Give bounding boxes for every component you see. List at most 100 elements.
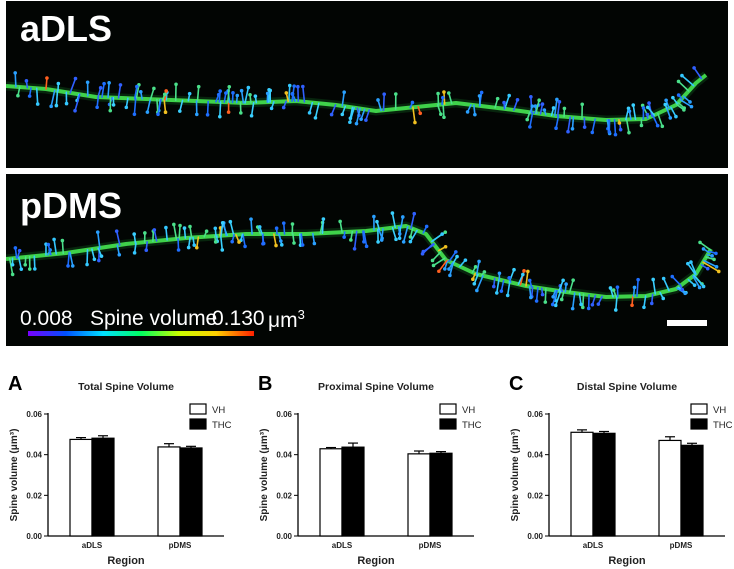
- spine: [115, 230, 121, 246]
- spine-head: [162, 92, 167, 97]
- spine-head: [507, 276, 511, 280]
- spine-head: [561, 278, 565, 283]
- spine-head: [566, 129, 570, 134]
- spine: [242, 233, 246, 248]
- legend-label-vh: VH: [212, 405, 225, 416]
- spine-head: [408, 239, 413, 244]
- y-tick-label: 0.04: [26, 451, 42, 460]
- spine-head: [152, 228, 157, 232]
- spine-head: [194, 245, 199, 250]
- spine-head: [439, 112, 443, 116]
- spine: [14, 72, 17, 88]
- spine-head: [412, 211, 417, 216]
- spine: [636, 278, 639, 298]
- spine: [133, 97, 137, 116]
- spine-head: [124, 105, 129, 110]
- spine-head: [178, 223, 182, 228]
- micrograph-label-pdms: pDMS: [20, 185, 122, 226]
- spine-head: [17, 248, 22, 253]
- spine-head: [455, 254, 459, 259]
- chart-distal-spine-volume: Distal Spine Volume 0.00 0.02 0.04 0.06 Spine…: [510, 381, 733, 567]
- x-tick-label: aDLS: [82, 541, 103, 550]
- spine-head: [257, 225, 262, 229]
- spine: [681, 74, 695, 87]
- chart-title: Total Spine Volume: [78, 381, 174, 393]
- spine: [544, 288, 547, 303]
- spine-head: [613, 308, 618, 312]
- spine: [18, 256, 23, 270]
- spine-head: [253, 94, 258, 98]
- spine: [438, 259, 448, 273]
- spine: [219, 101, 222, 118]
- spine-head: [661, 276, 666, 281]
- spine-head: [114, 229, 119, 233]
- spine: [410, 212, 416, 229]
- spine-head: [413, 120, 417, 125]
- spine: [662, 277, 670, 292]
- spine: [567, 116, 572, 133]
- legend-swatch-vh: [690, 403, 708, 415]
- panel-letter-b: B: [258, 373, 273, 395]
- spine-head: [246, 85, 251, 90]
- spine: [448, 251, 457, 263]
- spine-head: [463, 258, 468, 262]
- spine-head: [218, 114, 222, 119]
- spine-head: [342, 235, 346, 239]
- spine-head: [99, 254, 104, 258]
- spine: [535, 99, 540, 114]
- spine: [528, 285, 532, 299]
- spine: [220, 221, 224, 237]
- micrograph-adls: aDLS: [6, 1, 728, 168]
- spine-head: [152, 86, 156, 91]
- dendrite-group: [6, 211, 721, 312]
- spine: [353, 230, 358, 250]
- spine-head: [145, 110, 150, 114]
- y-tick-label: 0.02: [26, 491, 42, 500]
- spine: [50, 89, 56, 108]
- spine-head: [176, 248, 181, 252]
- spine-head: [243, 244, 247, 249]
- spine-head: [639, 123, 644, 128]
- spine: [291, 85, 295, 102]
- spine-head: [473, 112, 477, 117]
- spine: [677, 80, 690, 92]
- spine-head: [194, 112, 199, 117]
- spine-head: [521, 272, 525, 277]
- spine: [206, 100, 209, 116]
- x-tick-label: aDLS: [332, 541, 353, 550]
- spine-head: [216, 92, 221, 97]
- spine-head: [710, 254, 714, 258]
- spine: [133, 85, 138, 100]
- spine-head: [512, 267, 516, 272]
- spine-head: [580, 102, 585, 107]
- spine-head: [408, 235, 413, 239]
- y-tick-label: 0.06: [276, 410, 292, 419]
- spine: [692, 275, 701, 289]
- spine: [476, 274, 484, 292]
- x-tick-label: pDMS: [670, 541, 693, 550]
- colorbar-min-label: 0.008: [20, 307, 73, 330]
- bar-thc-pdms: [429, 452, 453, 537]
- spine-head: [660, 124, 665, 129]
- spine-head: [698, 240, 702, 245]
- spine: [431, 233, 443, 243]
- spine: [55, 90, 59, 107]
- spine: [578, 292, 582, 306]
- spine-head: [108, 108, 113, 113]
- spine-head: [213, 240, 218, 244]
- spine: [61, 239, 65, 255]
- legend-label-thc: THC: [713, 420, 733, 431]
- spine-head: [570, 126, 575, 131]
- bar-vh-adls: [69, 438, 93, 537]
- spine-head: [692, 66, 696, 70]
- spine-head: [97, 258, 101, 263]
- spine-head: [274, 243, 278, 248]
- spine-head: [579, 302, 583, 307]
- spine-head: [213, 226, 218, 231]
- x-axis-label: Region: [608, 555, 646, 567]
- spine: [33, 255, 36, 270]
- spine: [571, 116, 575, 130]
- spine-head: [542, 108, 547, 112]
- spine-head: [582, 125, 587, 129]
- spine: [529, 111, 534, 128]
